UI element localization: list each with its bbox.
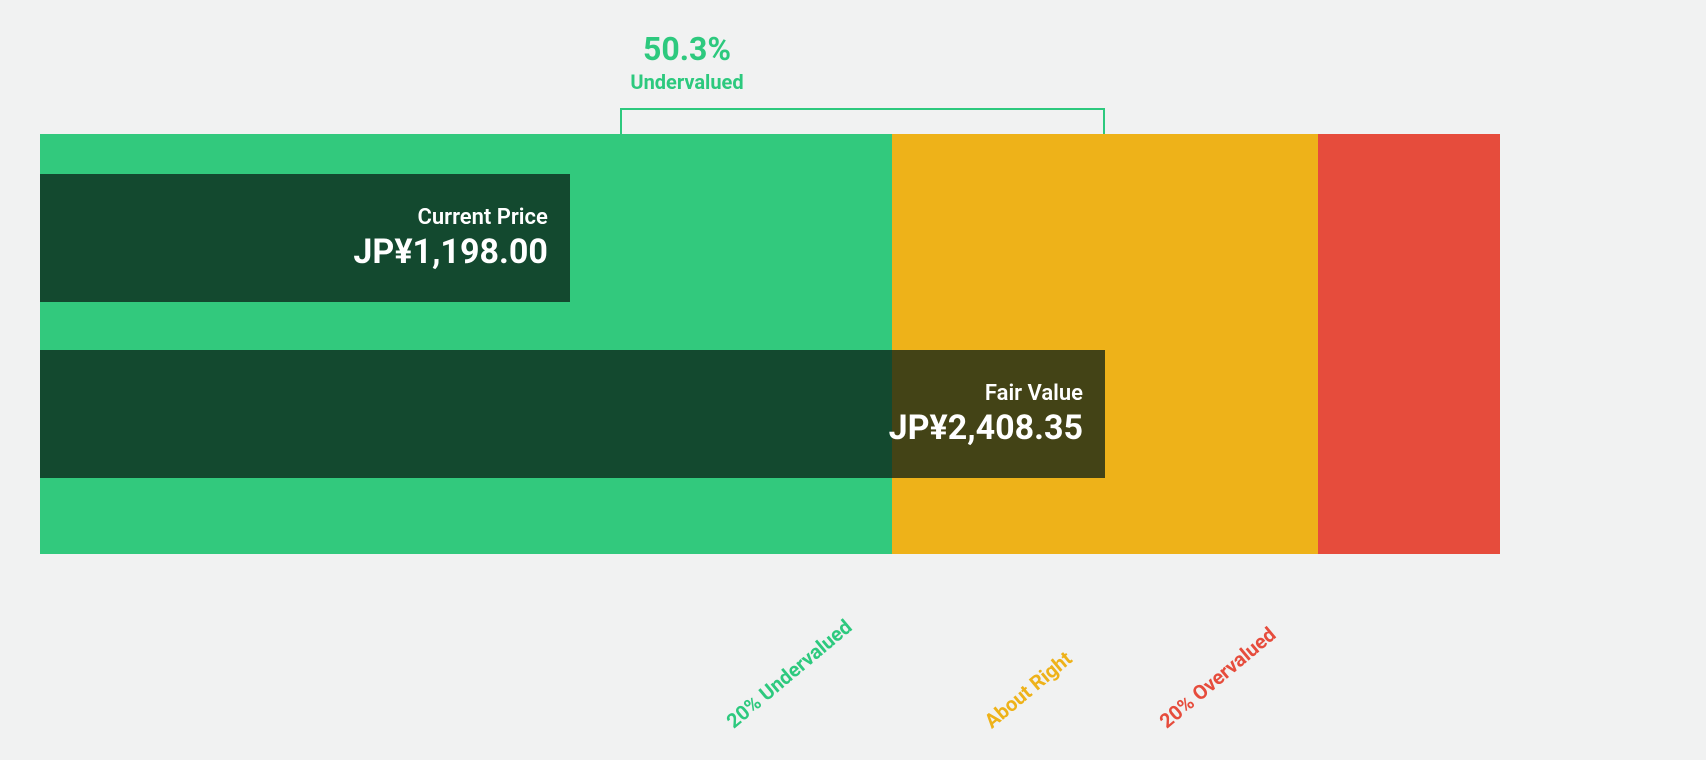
axis-label: 20% Undervalued	[722, 614, 857, 733]
valuation-percent: 50.3%	[0, 30, 1374, 68]
fair-value-bar: Fair Value JP¥2,408.35	[40, 350, 1105, 478]
valuation-chart: 50.3% Undervalued Current Price JP¥1,198…	[0, 0, 1706, 760]
zone-overvalued	[1318, 134, 1500, 554]
fair-value-label: Fair Value	[985, 381, 1083, 406]
valuation-header: 50.3% Undervalued	[0, 30, 1374, 94]
axis-label: About Right	[980, 646, 1077, 733]
valuation-gap-bracket	[620, 108, 1105, 134]
fair-value-value: JP¥2,408.35	[889, 408, 1083, 448]
current-price-bar: Current Price JP¥1,198.00	[40, 174, 570, 302]
valuation-status: Undervalued	[0, 70, 1374, 94]
current-price-label: Current Price	[417, 205, 547, 230]
current-price-value: JP¥1,198.00	[353, 232, 547, 272]
zone-about_right	[892, 134, 1318, 554]
axis-label: 20% Overvalued	[1155, 622, 1281, 733]
